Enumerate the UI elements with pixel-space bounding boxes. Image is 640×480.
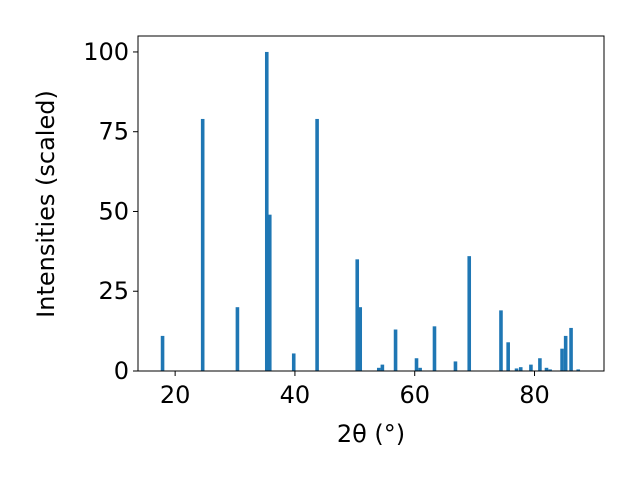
bar xyxy=(514,368,519,371)
bar xyxy=(380,364,385,371)
bar xyxy=(418,367,422,371)
bar xyxy=(358,307,363,371)
y-tick-label: 100 xyxy=(83,38,129,66)
y-axis-label: Intensities (scaled) xyxy=(32,90,60,318)
bar xyxy=(432,326,437,371)
bar xyxy=(315,118,319,371)
bar xyxy=(538,358,542,371)
bar xyxy=(544,367,549,371)
bar xyxy=(453,361,458,371)
bar xyxy=(235,307,240,371)
bar xyxy=(576,369,581,371)
x-tick-label: 60 xyxy=(399,381,430,409)
y-tick-label: 25 xyxy=(98,277,129,305)
bar xyxy=(506,342,510,371)
bar xyxy=(160,335,165,371)
bar xyxy=(393,329,398,371)
x-axis-label: 2θ (°) xyxy=(337,420,405,448)
y-axis-ticks: 0 25 50 75 100 xyxy=(83,38,138,385)
bar xyxy=(200,118,205,371)
bar xyxy=(291,353,296,371)
bar xyxy=(529,364,533,371)
bar xyxy=(467,256,472,371)
x-tick-label: 80 xyxy=(519,381,550,409)
bar xyxy=(267,214,272,371)
bar xyxy=(563,335,568,371)
y-tick-label: 75 xyxy=(98,118,129,146)
x-axis-ticks: 20 40 60 80 xyxy=(160,371,550,409)
bar xyxy=(414,358,419,371)
bar xyxy=(376,367,381,371)
bar xyxy=(569,327,573,371)
bar xyxy=(560,348,564,371)
bars-group xyxy=(160,51,581,371)
x-tick-label: 40 xyxy=(280,381,311,409)
bar xyxy=(264,51,269,371)
y-tick-label: 50 xyxy=(98,197,129,225)
y-tick-label: 0 xyxy=(114,357,129,385)
bar xyxy=(518,367,523,371)
bar xyxy=(548,369,552,371)
bar xyxy=(355,259,360,371)
x-tick-label: 20 xyxy=(160,381,191,409)
plot-frame xyxy=(137,35,605,372)
bar xyxy=(499,310,503,371)
